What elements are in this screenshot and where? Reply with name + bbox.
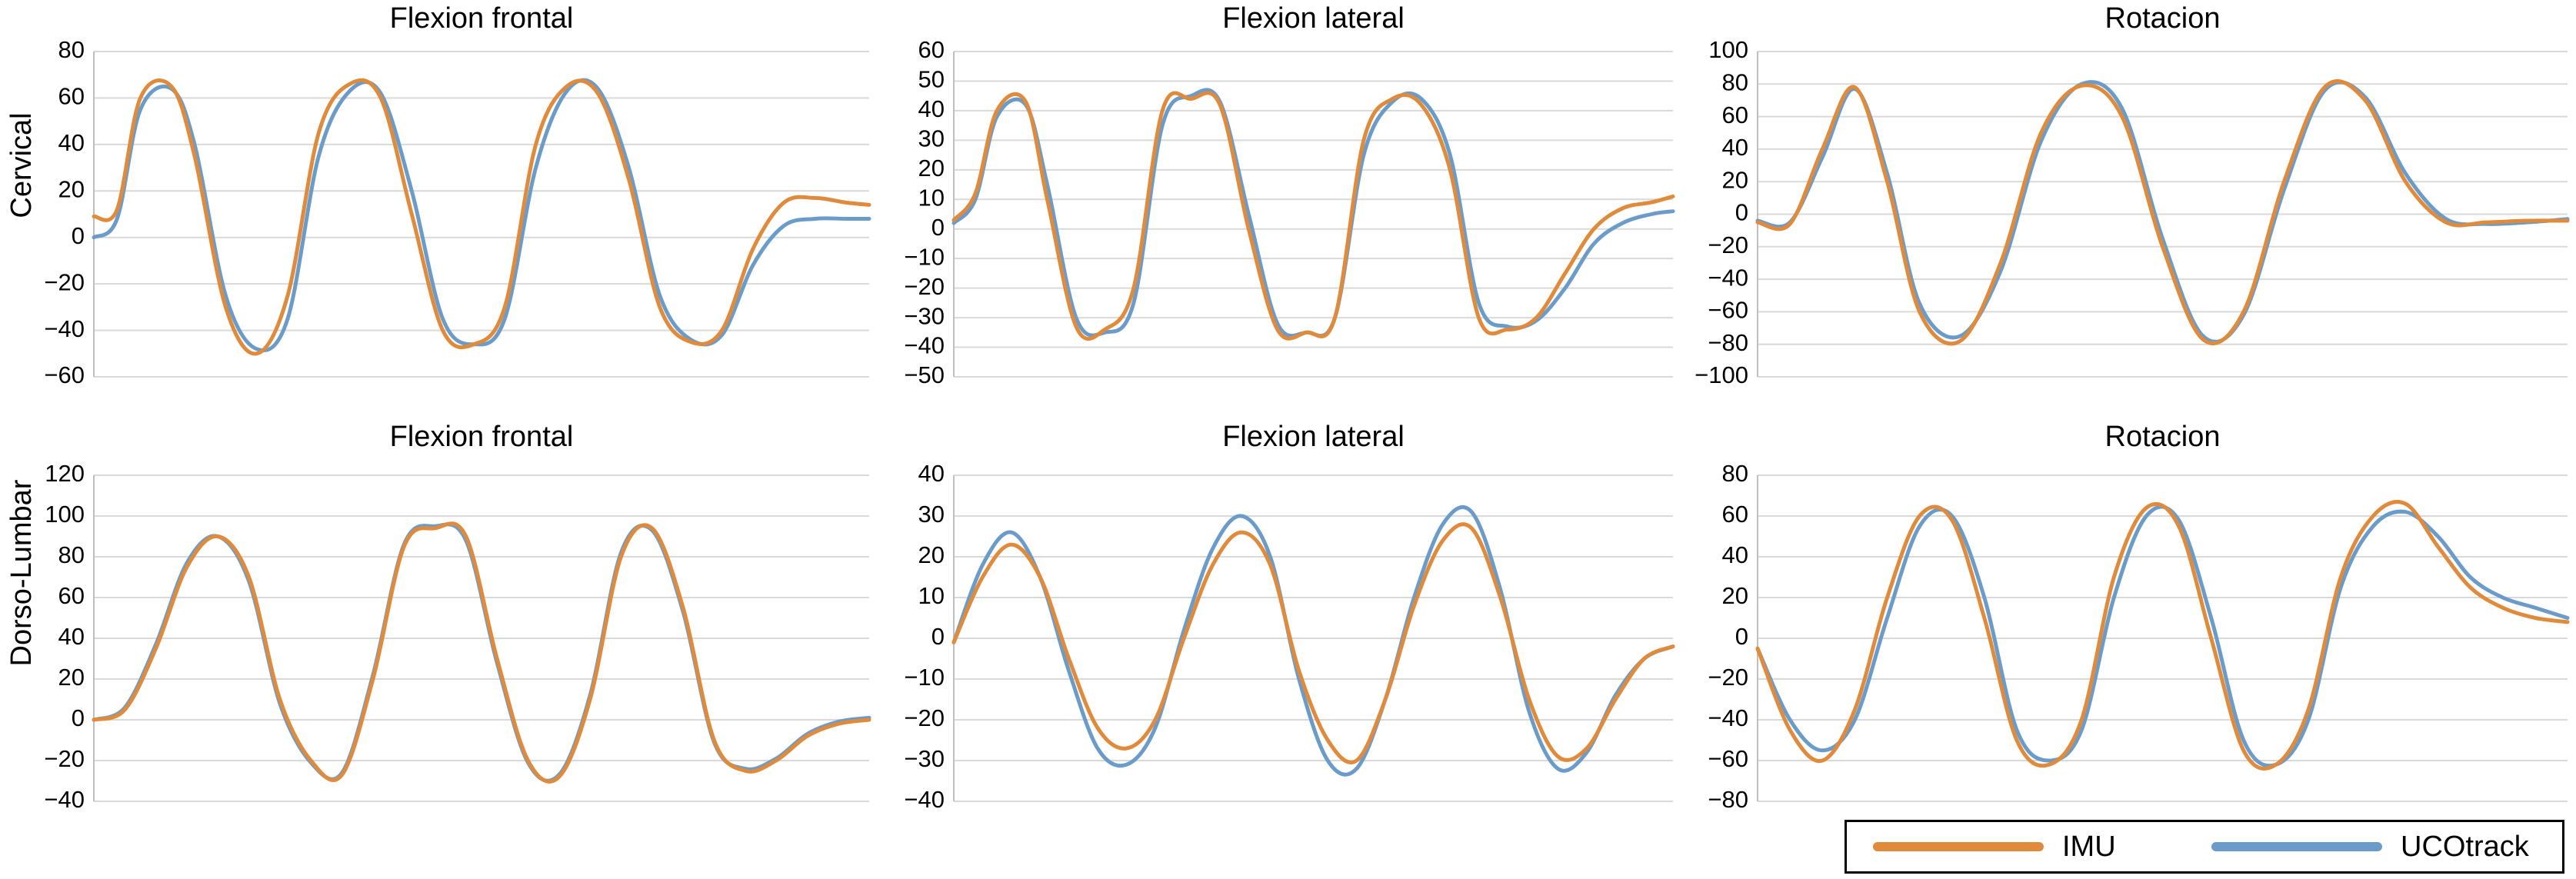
y-tick-label: −100 [1695, 361, 1748, 388]
panel-title-1: Flexion lateral [1222, 2, 1405, 35]
y-tick-label: 0 [72, 222, 85, 249]
series-line-imu [951, 91, 1675, 341]
y-tick-label: −80 [1708, 329, 1748, 356]
y-tick-label: 60 [1722, 501, 1748, 528]
y-tick-label: 20 [58, 664, 85, 691]
y-tick-label: −40 [904, 786, 945, 813]
y-tick-label: −20 [44, 745, 85, 772]
y-tick-label: 20 [918, 155, 945, 181]
panel-2: Rotacion −100 −80 −60 −40 −20 0 20 40 60 80 100 [1695, 2, 2570, 388]
y-tick-label: 0 [931, 214, 945, 241]
y-tick-label: 0 [1735, 199, 1748, 226]
legend: IMU UCOtrack [1845, 820, 2564, 874]
y-tick-label: 80 [58, 541, 85, 568]
y-tick-label: 80 [1722, 460, 1748, 487]
series-line-ucotrack [92, 78, 871, 353]
y-tick-label: 60 [58, 83, 85, 110]
y-tick-label: 80 [1722, 68, 1748, 95]
panel-title-3: Flexion frontal [390, 421, 574, 453]
y-tick-label: 20 [1722, 166, 1748, 193]
y-tick-label: −30 [904, 302, 945, 329]
y-tick-label: 0 [72, 704, 85, 731]
y-tick-label: −50 [904, 361, 945, 388]
y-tick-label: 50 [918, 66, 945, 93]
series-line-ucotrack [92, 522, 871, 783]
series-line-imu [951, 522, 1675, 764]
y-tick-label: 100 [1708, 36, 1748, 63]
y-tick-label: −60 [1708, 745, 1748, 772]
series-line-ucotrack [951, 505, 1675, 777]
y-tick-label: −20 [1708, 231, 1748, 258]
y-tick-label: 40 [58, 623, 85, 650]
panel-5: Rotacion −80 −60 −40 −20 0 20 40 60 80 [1708, 421, 2570, 813]
y-tick-label: −40 [904, 332, 945, 359]
y-tick-label: −40 [44, 786, 85, 813]
panel-1: Flexion lateral −50−40 −30−20 −100 10 20 30 405… [904, 2, 1675, 388]
series-line-ucotrack [1755, 80, 2570, 344]
legend-item-ucotrack: UCOtrack [2211, 822, 2529, 871]
y-tick-label: 30 [918, 125, 945, 152]
y-tick-label: 100 [45, 501, 85, 528]
y-tick-label: −40 [1708, 264, 1748, 291]
y-tick-label: 60 [918, 36, 945, 63]
legend-label-ucotrack: UCOtrack [2401, 830, 2529, 863]
y-tick-label: 10 [918, 184, 945, 211]
panel-title-5: Rotacion [2105, 421, 2221, 453]
series-line-imu [1755, 79, 2570, 346]
panel-3: Flexion frontal −40 −20 0 20 40 60 80 100 120 [44, 421, 871, 813]
y-tick-label: 30 [918, 501, 945, 528]
series-line-ucotrack [1755, 504, 2570, 768]
y-tick-label: −60 [1708, 297, 1748, 324]
y-tick-label: −20 [1708, 664, 1748, 691]
y-tick-label: −60 [44, 361, 85, 388]
panel-0: Flexion frontal −60 −40 −20 0 20 40 60 80 [44, 2, 871, 388]
y-tick-label: −20 [904, 704, 945, 731]
y-tick-label: 40 [918, 460, 945, 487]
y-tick-label: 40 [1722, 134, 1748, 161]
y-tick-label: −10 [904, 664, 945, 691]
series-line-imu [92, 78, 871, 356]
y-tick-label: 40 [1722, 541, 1748, 568]
legend-swatch-ucotrack [2211, 842, 2382, 851]
panel-title-4: Flexion lateral [1222, 421, 1405, 453]
series-line-imu [92, 521, 871, 784]
y-tick-label: 20 [918, 541, 945, 568]
panel-title-2: Rotacion [2105, 2, 2221, 35]
y-tick-label: 20 [1722, 582, 1748, 609]
series-line-imu [1755, 500, 2570, 771]
y-tick-label: 40 [918, 95, 945, 122]
legend-label-imu: IMU [2062, 830, 2116, 863]
y-tick-label: 40 [58, 129, 85, 156]
y-tick-label: −80 [1708, 786, 1748, 813]
y-tick-label: 0 [1735, 623, 1748, 650]
panel-4: Flexion lateral −40 −30 −20 −10 0 10 20 30 40 [904, 421, 1675, 813]
y-tick-label: −20 [904, 273, 945, 300]
y-tick-label: 60 [1722, 102, 1748, 128]
series-line-ucotrack [951, 88, 1675, 338]
y-tick-label: 80 [58, 36, 85, 63]
y-tick-label: 10 [918, 582, 945, 609]
y-tick-label: −30 [904, 745, 945, 772]
y-tick-label: 120 [45, 460, 85, 487]
legend-item-imu: IMU [1873, 822, 2116, 871]
y-tick-label: 0 [931, 623, 945, 650]
row-label-1: Dorso-Lumbar [5, 479, 38, 666]
y-tick-label: 60 [58, 582, 85, 609]
legend-swatch-imu [1873, 842, 2044, 851]
y-tick-label: −20 [44, 268, 85, 295]
y-tick-label: −40 [44, 315, 85, 342]
panel-title-0: Flexion frontal [390, 2, 574, 35]
y-tick-label: 20 [58, 175, 85, 202]
y-tick-label: −40 [1708, 704, 1748, 731]
y-tick-label: −10 [904, 243, 945, 270]
row-label-0: Cervical [5, 112, 38, 218]
